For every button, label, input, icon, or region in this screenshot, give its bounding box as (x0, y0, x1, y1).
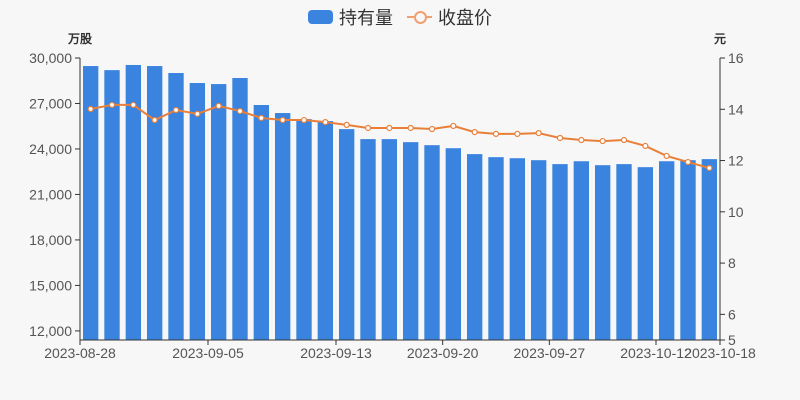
left-axis-name: 万股 (68, 32, 93, 46)
x-tick-label: 2023-09-05 (172, 345, 244, 361)
bar (530, 160, 547, 340)
line-point (322, 118, 329, 126)
right-tick-label: 10 (728, 204, 744, 220)
line-point (151, 116, 158, 124)
left-tick-label: 24,000 (29, 141, 72, 157)
x-tick-label: 2023-08-28 (44, 345, 116, 361)
right-axis-name: 元 (714, 32, 727, 46)
line-point (343, 121, 350, 129)
line-point (684, 158, 692, 166)
right-tick-label: 16 (728, 50, 744, 66)
line-point (386, 124, 393, 132)
left-tick-label: 12,000 (29, 323, 72, 339)
line-point (578, 136, 585, 144)
bar (573, 161, 590, 340)
bar (445, 148, 462, 340)
bar (701, 159, 718, 340)
close-price-line (90, 103, 710, 169)
line-point (172, 106, 180, 114)
right-tick-label: 12 (728, 153, 744, 169)
bar (296, 119, 312, 340)
line-point (492, 130, 500, 137)
bar (189, 83, 206, 341)
bar (402, 142, 419, 340)
line-point (300, 116, 308, 124)
line-point (642, 142, 649, 150)
line-point (428, 125, 436, 133)
bar (488, 157, 504, 340)
bar (338, 129, 355, 340)
bar (146, 66, 163, 340)
right-tick-label: 5 (728, 332, 736, 348)
line-point (87, 105, 94, 113)
line-point (364, 124, 372, 132)
line-point (194, 110, 201, 117)
x-tick-label: 2023-09-13 (300, 345, 372, 361)
x-tick-label: 2023-09-20 (407, 345, 479, 361)
line-point (556, 134, 564, 142)
line-point (407, 124, 414, 132)
legend-item-holdings[interactable]: 持有量 (308, 4, 393, 30)
bar (658, 161, 675, 340)
line-point (108, 101, 116, 109)
left-tick-label: 18,000 (29, 232, 72, 248)
line-point (236, 107, 244, 115)
bar (274, 113, 291, 340)
bar (680, 160, 696, 340)
line-point (663, 152, 670, 160)
line-point (599, 137, 606, 145)
x-tick-label: 2023-10-18 (684, 345, 756, 361)
bar (232, 78, 248, 340)
bar (594, 165, 611, 340)
x-tick-label: 2023-10-12 (620, 345, 692, 361)
right-tick-label: 14 (728, 101, 744, 117)
bar (381, 139, 398, 340)
legend-item-close-price[interactable]: 收盘价 (407, 4, 492, 30)
bar (104, 70, 120, 341)
line-point (535, 130, 542, 137)
bar (82, 66, 99, 340)
bar (552, 164, 568, 340)
bar (125, 64, 142, 341)
bar (424, 145, 440, 340)
line-point (620, 136, 628, 144)
bar (466, 154, 483, 340)
bar (616, 164, 632, 340)
left-tick-label: 21,000 (29, 186, 72, 202)
line-point (258, 114, 265, 122)
bar (210, 84, 227, 340)
line-point (514, 130, 521, 137)
legend-label-holdings: 持有量 (339, 8, 393, 28)
right-tick-label: 6 (728, 306, 736, 322)
right-tick-label: 8 (728, 255, 736, 271)
bar (168, 73, 184, 340)
left-tick-label: 15,000 (29, 277, 72, 293)
bar (509, 158, 526, 340)
chart-legend: 持有量 收盘价 (0, 4, 800, 30)
bar (360, 139, 376, 340)
left-tick-label: 30,000 (29, 50, 72, 66)
bar (637, 167, 654, 340)
line-point (471, 128, 478, 136)
line-point (450, 122, 457, 130)
bar-swatch-icon (308, 10, 333, 24)
bar (317, 121, 334, 340)
line-point (279, 116, 286, 124)
bar (253, 105, 270, 340)
legend-label-close-price: 收盘价 (438, 8, 492, 28)
x-tick-label: 2023-09-27 (514, 345, 586, 361)
line-point (130, 101, 137, 109)
line-swatch-icon (407, 10, 432, 24)
line-point (706, 164, 713, 172)
line-point (215, 102, 222, 110)
left-tick-label: 27,000 (29, 95, 72, 111)
